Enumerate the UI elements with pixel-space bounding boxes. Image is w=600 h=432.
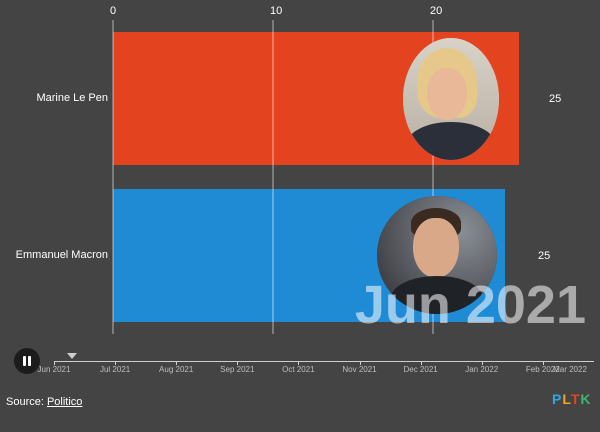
source-note: Source: Politico — [6, 396, 82, 408]
timeline-label[interactable]: Jun 2021 — [37, 365, 71, 374]
timeline-label[interactable]: Sep 2021 — [220, 365, 255, 374]
timeline-label[interactable]: Dec 2021 — [403, 365, 438, 374]
x-tick-label: 20 — [430, 5, 443, 17]
value-label: 25 — [549, 93, 562, 105]
source-prefix: Source: — [6, 396, 47, 408]
pause-button[interactable] — [14, 348, 40, 374]
pltk-logo: PLTK — [552, 391, 592, 407]
source-link[interactable]: Politico — [46, 396, 83, 408]
logo-letter: L — [562, 391, 571, 407]
logo-letter: K — [580, 391, 592, 407]
pause-icon — [23, 356, 26, 366]
timeline-tick — [359, 361, 361, 365]
emmanuel-macron-photo — [377, 196, 497, 314]
timeline-track[interactable] — [54, 361, 594, 362]
value-label: 25 — [538, 250, 551, 262]
marine-le-pen-photo — [403, 38, 499, 160]
timeline-tick — [542, 361, 544, 365]
timeline-label[interactable]: Jul 2021 — [99, 365, 131, 374]
timeline-tick — [481, 361, 483, 365]
timeline-label[interactable]: Nov 2021 — [342, 365, 377, 374]
x-tick-label: 10 — [270, 5, 283, 17]
timeline-label[interactable]: Aug 2021 — [159, 365, 194, 374]
timeline-tick — [420, 361, 422, 365]
category-label: Emmanuel Macron — [15, 249, 108, 261]
timeline-label[interactable]: Jan 2022 — [465, 365, 499, 374]
period-watermark: Jun 2021 — [354, 275, 586, 335]
pause-icon-bar — [28, 356, 31, 366]
timeline-label[interactable]: Feb 2022 — [525, 365, 560, 374]
category-label: Marine Le Pen — [36, 92, 108, 104]
logo-letter: P — [552, 391, 563, 407]
timeline-tick — [237, 361, 239, 365]
timeline-handle[interactable] — [67, 353, 77, 359]
logo-letter: T — [570, 391, 581, 407]
timeline-label[interactable]: Oct 2021 — [282, 365, 315, 374]
timeline-tick — [54, 361, 55, 365]
timeline-label[interactable]: Mar 2022 — [553, 365, 587, 374]
x-tick-label: 0 — [110, 5, 117, 17]
timeline-tick — [176, 361, 178, 365]
timeline-tick — [298, 361, 300, 365]
timeline-tick — [115, 361, 117, 365]
